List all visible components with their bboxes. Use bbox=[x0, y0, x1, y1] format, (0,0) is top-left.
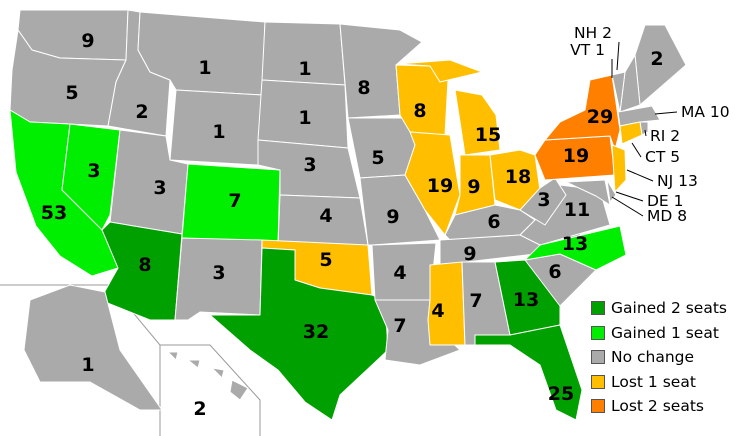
state-callout-ri: RI 2 bbox=[650, 127, 680, 145]
legend-swatch bbox=[591, 399, 605, 414]
state-mi[interactable] bbox=[397, 59, 483, 83]
seat-label-la: 7 bbox=[393, 315, 406, 337]
state-callout-nh: NH 2 bbox=[574, 24, 612, 42]
seat-label-nc: 13 bbox=[562, 233, 588, 255]
state-mi[interactable] bbox=[454, 89, 501, 156]
legend-item-lost2: Lost 2 seats bbox=[591, 394, 727, 419]
seat-label-or: 5 bbox=[65, 82, 78, 104]
seat-label-co: 7 bbox=[228, 190, 241, 212]
state-md[interactable] bbox=[565, 179, 611, 206]
legend-item-gained2: Gained 2 seats bbox=[591, 296, 727, 321]
seat-label-al: 7 bbox=[469, 290, 482, 312]
state-callout-nj: NJ 13 bbox=[657, 172, 698, 190]
seat-label-ca: 53 bbox=[41, 202, 67, 224]
state-nc[interactable] bbox=[524, 225, 627, 271]
seat-label-nv: 3 bbox=[87, 160, 100, 182]
state-callout-ma: MA 10 bbox=[681, 103, 730, 121]
seat-label-oh: 18 bbox=[505, 166, 531, 188]
legend-swatch bbox=[591, 325, 605, 340]
seat-label-ks: 4 bbox=[319, 205, 332, 227]
seat-label-sd: 1 bbox=[298, 107, 311, 129]
seat-label-mi: 15 bbox=[475, 124, 501, 146]
callout-line bbox=[615, 191, 644, 202]
seat-label-nd: 1 bbox=[298, 58, 311, 80]
seat-label-ky: 6 bbox=[487, 211, 500, 233]
seat-label-mo: 9 bbox=[386, 206, 399, 228]
seat-label-pa: 19 bbox=[563, 145, 589, 167]
seat-label-hi: 2 bbox=[193, 398, 206, 420]
seat-label-tn: 9 bbox=[463, 243, 476, 265]
seat-label-me: 2 bbox=[650, 48, 663, 70]
state-il[interactable] bbox=[404, 131, 461, 236]
state-callout-vt: VT 1 bbox=[570, 41, 605, 59]
callout-line bbox=[631, 142, 642, 158]
legend-swatch bbox=[591, 374, 605, 389]
seat-label-ut: 3 bbox=[153, 177, 166, 199]
state-callout-ct: CT 5 bbox=[645, 148, 680, 166]
callout-line bbox=[644, 129, 647, 137]
seat-label-wi: 8 bbox=[413, 100, 426, 122]
state-hi[interactable] bbox=[229, 379, 249, 401]
seat-label-wa: 9 bbox=[81, 30, 94, 52]
state-ma[interactable] bbox=[617, 105, 661, 127]
state-callout-de: DE 1 bbox=[647, 192, 684, 210]
legend-swatch bbox=[591, 350, 605, 365]
state-ct[interactable] bbox=[619, 121, 643, 145]
hawaii-inset-border bbox=[160, 344, 261, 436]
seat-label-ne: 3 bbox=[303, 154, 316, 176]
seat-label-il: 19 bbox=[427, 175, 453, 197]
seat-label-va: 11 bbox=[564, 199, 590, 221]
state-tx[interactable] bbox=[209, 247, 389, 421]
state-hi[interactable] bbox=[187, 359, 201, 369]
state-nv[interactable] bbox=[61, 123, 121, 231]
legend: Gained 2 seats Gained 1 seat No change L… bbox=[591, 296, 727, 419]
state-hi[interactable] bbox=[167, 351, 179, 361]
seat-label-az: 8 bbox=[138, 254, 151, 276]
legend-item-nochange: No change bbox=[591, 345, 727, 370]
state-fl[interactable] bbox=[474, 324, 583, 421]
state-hi[interactable] bbox=[211, 367, 225, 379]
seat-label-nm: 3 bbox=[212, 262, 225, 284]
callout-line bbox=[611, 196, 644, 217]
seat-label-ny: 29 bbox=[587, 106, 613, 128]
legend-item-lost1: Lost 1 seat bbox=[591, 370, 727, 395]
seat-label-in: 9 bbox=[467, 176, 480, 198]
state-callout-md: MD 8 bbox=[647, 207, 687, 225]
legend-item-gained1: Gained 1 seat bbox=[591, 321, 727, 346]
seat-label-wv: 3 bbox=[537, 189, 550, 211]
seat-label-ia: 5 bbox=[371, 147, 384, 169]
seat-label-fl: 25 bbox=[548, 383, 574, 405]
legend-swatch bbox=[591, 301, 605, 316]
alaska-inset-border bbox=[0, 284, 161, 436]
seat-label-ak: 1 bbox=[81, 354, 94, 376]
seat-label-id: 2 bbox=[135, 101, 148, 123]
seat-label-ar: 4 bbox=[393, 262, 406, 284]
callout-line bbox=[626, 169, 654, 182]
seat-label-wy: 1 bbox=[212, 121, 225, 143]
seat-label-sc: 6 bbox=[548, 261, 561, 283]
callout-line bbox=[616, 41, 620, 71]
seat-label-mn: 8 bbox=[357, 77, 370, 99]
state-wv[interactable] bbox=[519, 177, 567, 226]
seat-label-ms: 4 bbox=[431, 300, 444, 322]
state-de[interactable] bbox=[606, 179, 617, 203]
callout-line bbox=[654, 111, 678, 115]
state-ak[interactable] bbox=[23, 284, 163, 411]
seat-label-ga: 13 bbox=[513, 289, 539, 311]
seat-label-tx: 32 bbox=[303, 321, 329, 343]
state-vt[interactable] bbox=[611, 71, 626, 113]
state-nj[interactable] bbox=[611, 144, 627, 193]
seat-label-ok: 5 bbox=[319, 249, 332, 271]
seat-label-mt: 1 bbox=[198, 57, 211, 79]
